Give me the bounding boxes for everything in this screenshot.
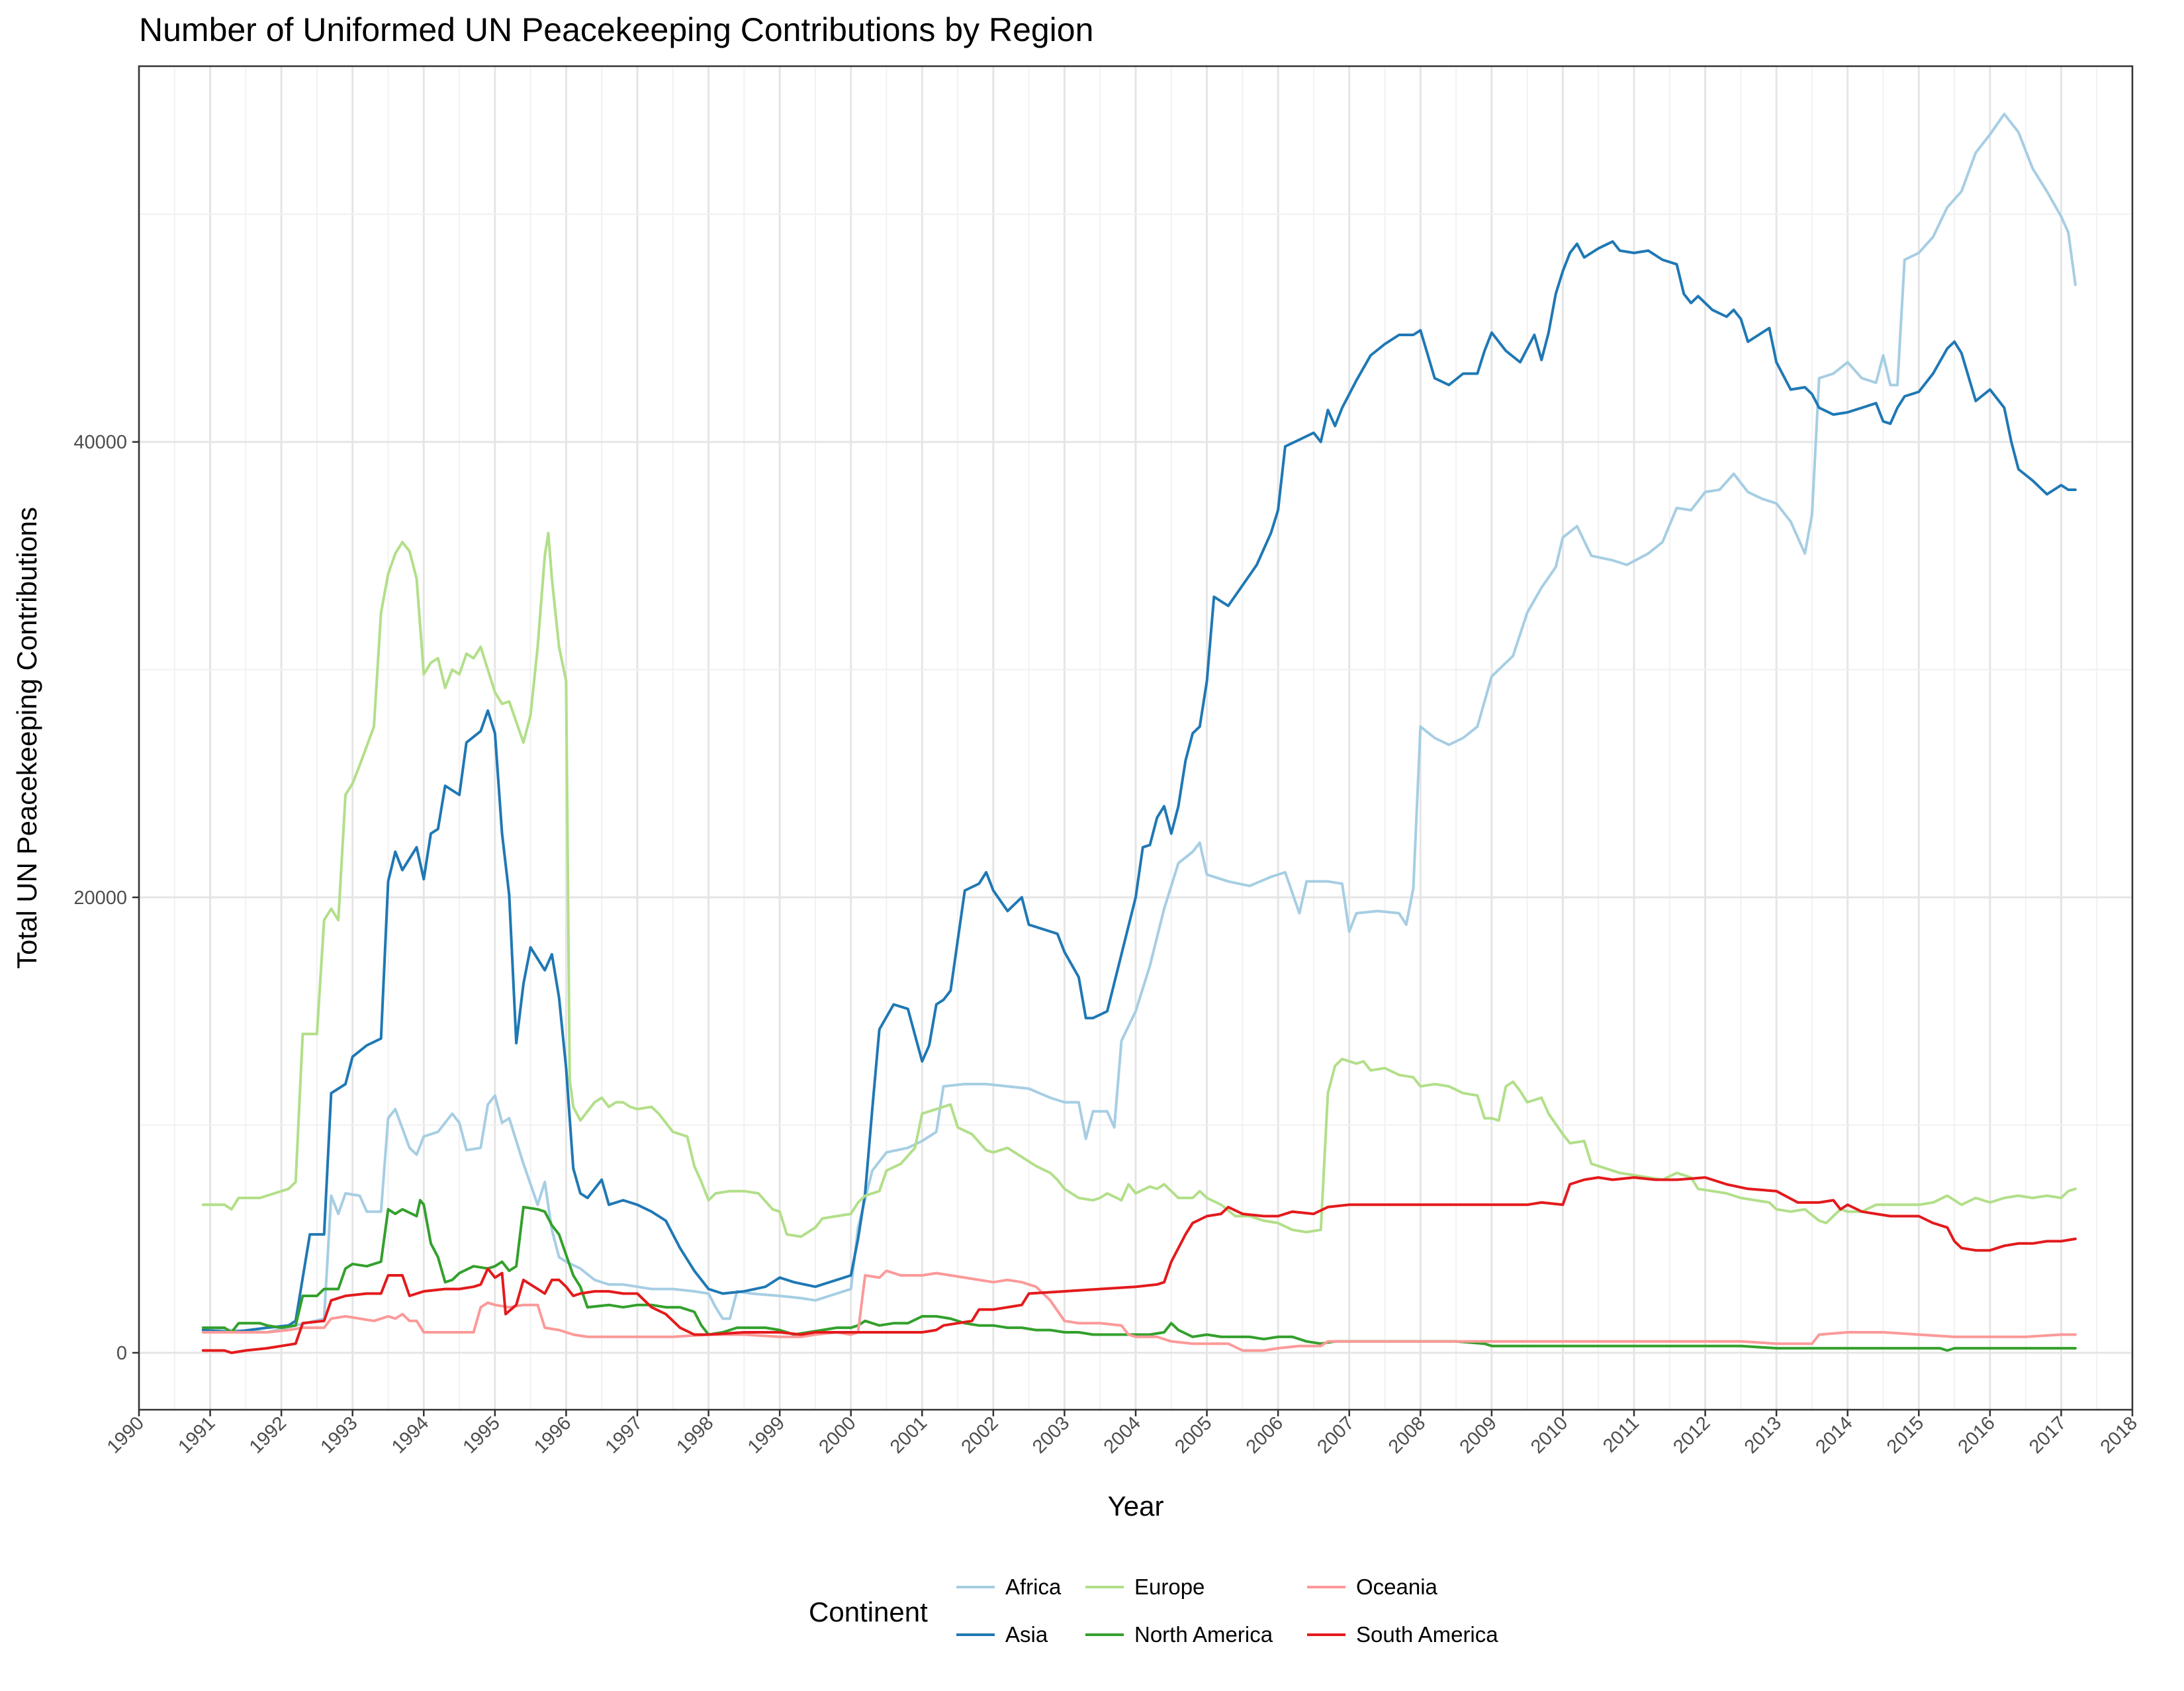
x-tick-label: 2015 [1883,1412,1928,1457]
x-tick-label: 2011 [1599,1412,1643,1457]
legend-label-europe: Europe [1134,1575,1205,1599]
y-tick-label: 20000 [73,888,127,909]
series-line-oceania [201,1269,2077,1352]
x-axis-title: Year [1108,1490,1164,1522]
x-tick-label: 2005 [1171,1412,1216,1457]
x-tick-label: 2003 [1028,1412,1073,1457]
data-series [201,113,2077,1354]
x-tick-label: 1990 [103,1412,148,1457]
series-line-north-america [201,1199,2077,1352]
legend-label-africa: Africa [1005,1575,1062,1599]
x-tick-label: 2016 [1954,1412,1999,1457]
x-tick-label: 1994 [388,1412,433,1457]
y-tick-label: 40000 [73,432,127,453]
x-tick-label: 2007 [1313,1412,1358,1457]
x-tick-label: 2012 [1669,1412,1714,1457]
x-tick-label: 2009 [1456,1412,1501,1457]
x-tick-label: 1993 [316,1412,361,1457]
series-line-europe [201,531,2077,1238]
x-tick-label: 2006 [1242,1412,1287,1457]
x-axis: 1990 1991 1992 1993 1994 1995 1996 1997 1998 1999… [103,1410,2142,1458]
chart-title: Number of Uniformed UN Peacekeeping Cont… [139,11,1093,48]
y-axis: 0 20000 40000 [73,432,139,1364]
x-tick-label: 2018 [2097,1412,2142,1457]
x-tick-label: 2002 [958,1412,1003,1457]
series-line-asia [201,240,2077,1334]
y-tick-label: 0 [116,1343,127,1364]
legend-label-asia: Asia [1005,1622,1048,1647]
legend-title: Continent [809,1596,928,1627]
x-tick-label: 2010 [1527,1412,1572,1457]
x-tick-label: 2001 [886,1412,931,1457]
series-line-africa [201,113,2077,1334]
x-tick-label: 1991 [174,1412,219,1457]
x-tick-label: 1997 [602,1412,647,1457]
legend: Continent Africa Asia Europe North America O… [809,1575,1498,1647]
x-tick-label: 2004 [1100,1412,1145,1457]
x-tick-label: 1998 [672,1412,717,1457]
x-tick-label: 2014 [1811,1412,1856,1457]
x-tick-label: 2008 [1385,1412,1430,1457]
x-tick-label: 1995 [459,1412,504,1457]
x-tick-label: 1999 [744,1412,789,1457]
legend-label-south-america: South America [1356,1622,1498,1647]
legend-label-north-america: North America [1134,1622,1273,1647]
x-tick-label: 1992 [246,1412,291,1457]
x-tick-label: 2017 [2025,1412,2070,1457]
series-line-south-america [201,1176,2077,1354]
x-tick-label: 2000 [815,1412,860,1457]
x-tick-label: 2013 [1741,1412,1786,1457]
legend-label-oceania: Oceania [1356,1575,1438,1599]
y-axis-title: Total UN Peacekeeping Contributions [11,507,42,969]
x-tick-label: 1996 [530,1412,575,1457]
gridlines [138,66,2134,1410]
